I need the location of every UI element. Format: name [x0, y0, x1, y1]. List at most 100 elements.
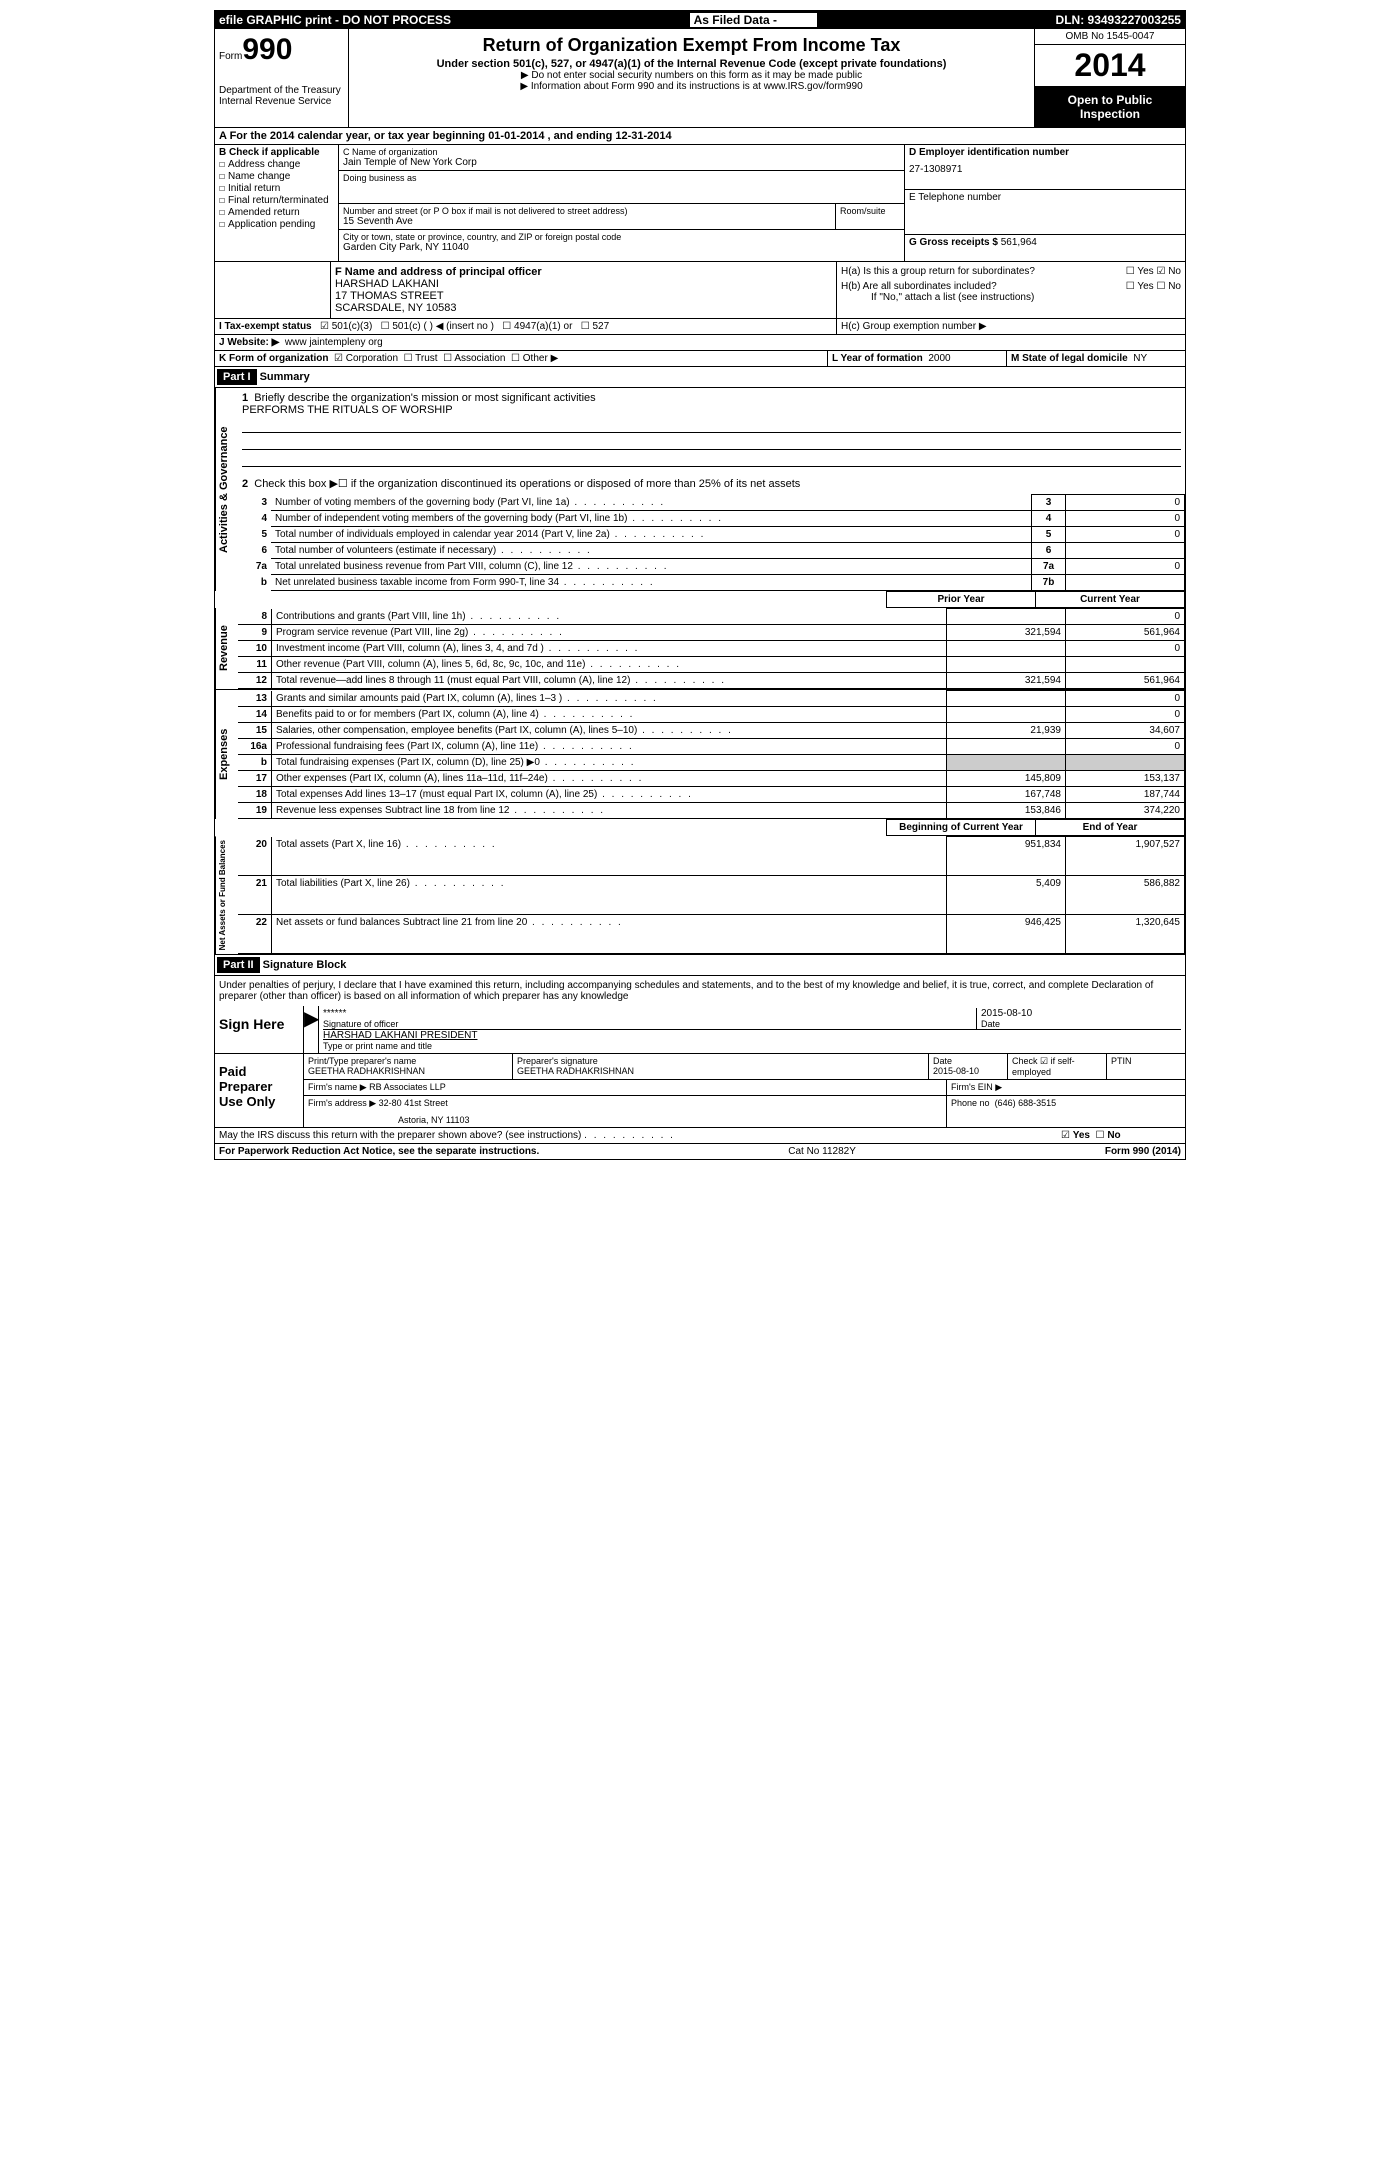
chk-final[interactable]: Final return/terminated	[219, 195, 334, 206]
prior-current-header: Prior Year Current Year	[215, 591, 1185, 608]
top-mid: As Filed Data -	[690, 13, 817, 27]
gross-label: G Gross receipts $	[909, 237, 998, 248]
website[interactable]: www jaintempleny org	[285, 337, 383, 348]
i-label: I Tax-exempt status	[219, 321, 312, 332]
footer-right: Form 990 (2014)	[1105, 1146, 1181, 1157]
city-label: City or town, state or province, country…	[343, 232, 900, 242]
prep-sig: GEETHA RADHAKRISHNAN	[517, 1066, 924, 1076]
expenses-label: Expenses	[215, 690, 238, 819]
prep-name-label: Print/Type preparer's name	[308, 1056, 508, 1066]
na-header: Beginning of Current Year End of Year	[215, 819, 1185, 836]
footer: For Paperwork Reduction Act Notice, see …	[215, 1143, 1185, 1159]
sig-stars: ******	[323, 1008, 976, 1019]
perjury: Under penalties of perjury, I declare th…	[215, 976, 1185, 1006]
room-label: Room/suite	[840, 206, 900, 216]
chk-name[interactable]: Name change	[219, 171, 334, 182]
chk-amended[interactable]: Amended return	[219, 207, 334, 218]
ha-yes[interactable]: Yes	[1137, 266, 1153, 277]
city: Garden City Park, NY 11040	[343, 242, 900, 253]
footer-left: For Paperwork Reduction Act Notice, see …	[219, 1146, 539, 1157]
top-bar: efile GRAPHIC print - DO NOT PROCESS As …	[215, 11, 1185, 29]
ptin-label: PTIN	[1107, 1054, 1185, 1079]
k-label: K Form of organization	[219, 353, 328, 364]
discuss: May the IRS discuss this return with the…	[219, 1130, 581, 1141]
note1: ▶ Do not enter social security numbers o…	[357, 70, 1026, 81]
top-left: efile GRAPHIC print - DO NOT PROCESS	[219, 13, 451, 27]
prior-header: Prior Year	[887, 592, 1036, 608]
m-label: M State of legal domicile	[1011, 353, 1128, 364]
expenses-table: 13 Grants and similar amounts paid (Part…	[238, 690, 1185, 819]
officer-name-label: Type or print name and title	[323, 1041, 1181, 1051]
date-label: Date	[981, 1019, 1181, 1029]
i-527[interactable]: 527	[592, 321, 609, 332]
i-4947[interactable]: 4947(a)(1) or	[514, 321, 572, 332]
firm-ein-label: Firm's EIN ▶	[947, 1080, 1185, 1095]
discuss-no[interactable]: No	[1107, 1130, 1120, 1141]
m-val: NY	[1133, 353, 1147, 364]
firm-addr: 32-80 41st Street	[379, 1098, 448, 1108]
k-corp[interactable]: Corporation	[346, 353, 398, 364]
hb-yes[interactable]: Yes	[1137, 281, 1153, 292]
chk-pending[interactable]: Application pending	[219, 219, 334, 230]
footer-mid: Cat No 11282Y	[788, 1146, 856, 1157]
f-label: F Name and address of principal officer	[335, 266, 832, 278]
phone-label: E Telephone number	[909, 192, 1181, 203]
section-c: C Name of organization Jain Temple of Ne…	[339, 145, 905, 261]
top-right: DLN: 93493227003255	[1056, 13, 1181, 27]
form-990: efile GRAPHIC print - DO NOT PROCESS As …	[214, 10, 1186, 1160]
hb-no[interactable]: No	[1168, 281, 1181, 292]
header-mid: Return of Organization Exempt From Incom…	[349, 29, 1035, 127]
end-header: End of Year	[1036, 820, 1185, 836]
part-2: Part II Signature Block Under penalties …	[215, 954, 1185, 1143]
sig-officer-label: Signature of officer	[323, 1019, 976, 1029]
chk-initial[interactable]: Initial return	[219, 183, 334, 194]
section-h: H(a) Is this a group return for subordin…	[837, 262, 1185, 318]
hc-label: H(c) Group exemption number ▶	[836, 319, 1185, 334]
ha-label: H(a) Is this a group return for subordin…	[841, 266, 1035, 277]
firm-name-label: Firm's name ▶	[308, 1082, 367, 1092]
officer-name: HARSHAD LAKHANI PRESIDENT	[323, 1030, 1181, 1041]
activities-label: Activities & Governance	[215, 388, 238, 591]
discuss-yes[interactable]: Yes	[1073, 1130, 1090, 1141]
prep-name: GEETHA RADHAKRISHNAN	[308, 1066, 508, 1076]
sig-date: 2015-08-10	[981, 1008, 1181, 1019]
section-f: F Name and address of principal officer …	[331, 262, 837, 318]
l-val: 2000	[928, 353, 950, 364]
j-label: J Website: ▶	[219, 337, 279, 348]
i-501c[interactable]: 501(c) ( ) ◀ (insert no )	[392, 321, 494, 332]
f-name: HARSHAD LAKHANI	[335, 278, 832, 290]
firm-city: Astoria, NY 11103	[398, 1115, 942, 1125]
l2: Check this box ▶☐ if the organization di…	[254, 478, 800, 490]
lines-3-7: 3 Number of voting members of the govern…	[238, 494, 1185, 591]
form-number: 990	[242, 33, 292, 66]
i-501c3[interactable]: 501(c)(3)	[332, 321, 373, 332]
current-header: Current Year	[1036, 592, 1185, 608]
paid-preparer: Paid Preparer Use Only	[215, 1054, 304, 1127]
chk-address[interactable]: Address change	[219, 159, 334, 170]
dept: Department of the Treasury	[219, 85, 344, 96]
part1-header: Part I	[217, 369, 257, 385]
section-b: B Check if applicable Address change Nam…	[215, 145, 339, 261]
name-label: C Name of organization	[343, 147, 900, 157]
firm-phone: (646) 688-3515	[995, 1098, 1057, 1108]
hb-label: H(b) Are all subordinates included?	[841, 281, 997, 292]
ha-no[interactable]: No	[1168, 266, 1181, 277]
year: 2014	[1035, 45, 1185, 87]
firm-addr-label: Firm's address ▶	[308, 1098, 376, 1108]
part-1: Part I Summary Activities & Governance 1…	[215, 366, 1185, 954]
form-title: Return of Organization Exempt From Incom…	[357, 35, 1026, 56]
l1: Briefly describe the organization's miss…	[254, 392, 595, 404]
addr: 15 Seventh Ave	[343, 216, 831, 227]
org-name: Jain Temple of New York Corp	[343, 157, 900, 168]
part2-title: Signature Block	[263, 959, 347, 971]
k-assoc[interactable]: Association	[454, 353, 505, 364]
note2: ▶ Information about Form 990 and its ins…	[357, 81, 1026, 92]
gross-amount: 561,964	[1001, 237, 1037, 248]
k-other[interactable]: Other ▶	[523, 353, 558, 364]
k-trust[interactable]: Trust	[415, 353, 437, 364]
firm-phone-label: Phone no	[951, 1098, 990, 1108]
omb: OMB No 1545-0047	[1035, 29, 1185, 45]
prep-date: 2015-08-10	[933, 1066, 1003, 1076]
form-subtitle: Under section 501(c), 527, or 4947(a)(1)…	[357, 58, 1026, 70]
check-self[interactable]: Check ☑ if self-employed	[1008, 1054, 1107, 1079]
